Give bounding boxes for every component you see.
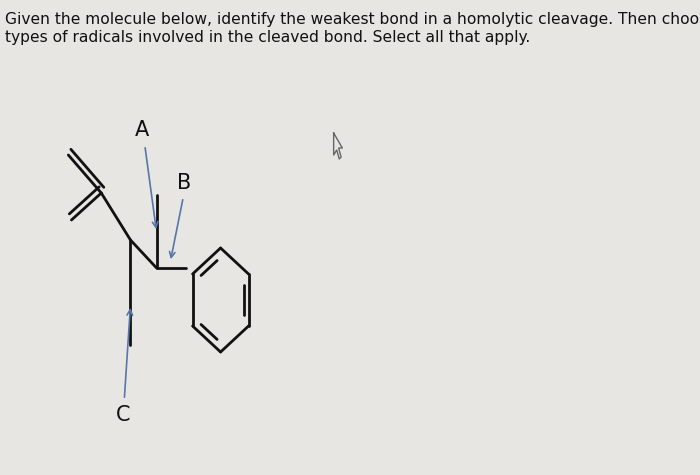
Text: A: A [134,120,149,140]
Text: B: B [177,173,192,193]
Text: Given the molecule below, identify the weakest bond in a homolytic cleavage. The: Given the molecule below, identify the w… [5,12,700,27]
Text: C: C [116,405,130,425]
Text: types of radicals involved in the cleaved bond. Select all that apply.: types of radicals involved in the cleave… [5,30,530,45]
